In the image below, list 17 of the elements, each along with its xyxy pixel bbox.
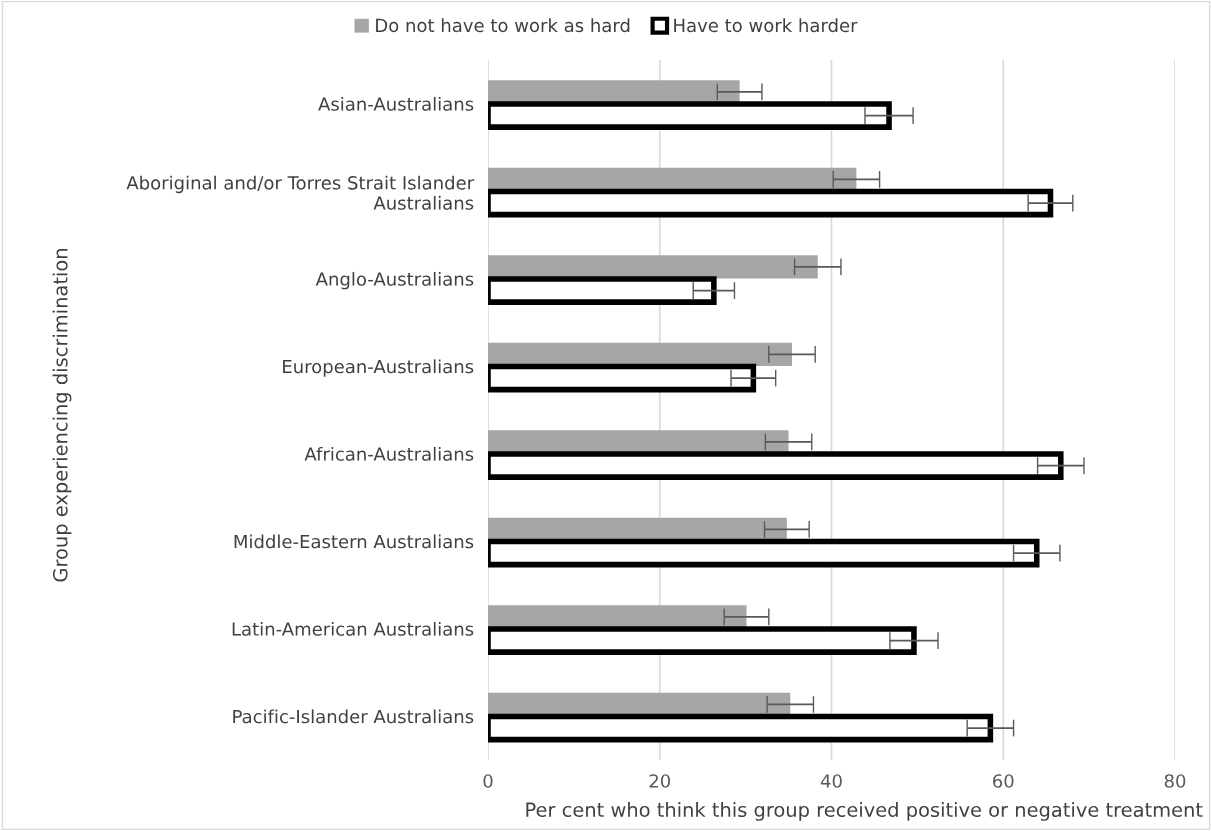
x-tick-label: 80	[1164, 774, 1186, 788]
y-tick-label: Asian-Australians	[318, 96, 474, 111]
y-tick-label: Pacific-Islander Australians	[233, 709, 474, 724]
y-tick-label: African-Australians	[304, 446, 474, 461]
y-axis-title: Group experiencing discrimination	[52, 249, 72, 582]
x-tick-label: 20	[649, 774, 671, 788]
y-tick-label: Latin-American Australians	[232, 621, 474, 636]
legend-label: Have to work harder	[674, 18, 858, 33]
legend-label: Do not have to work as hard	[376, 18, 630, 33]
x-axis-title: Per cent who think this group received positive or negative treatment	[526, 802, 1203, 821]
y-tick-label: Anglo-Australians	[315, 271, 474, 290]
y-tick-label: Aboriginal and/or Torres Strait Islander Australians	[126, 175, 475, 210]
x-tick-label: 40	[820, 774, 842, 788]
y-tick-label: European-Australians	[283, 359, 474, 377]
y-tick-label: Middle-Eastern Australians	[234, 534, 474, 549]
x-tick-label: 60	[993, 774, 1014, 788]
x-tick-label: 0	[483, 774, 493, 788]
